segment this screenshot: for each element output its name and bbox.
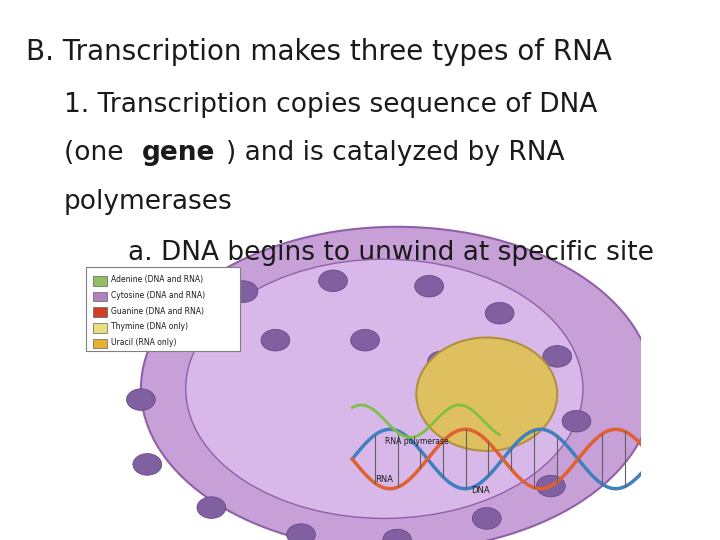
Ellipse shape [416, 338, 557, 451]
Ellipse shape [133, 454, 162, 475]
Ellipse shape [127, 389, 156, 410]
Text: B. Transcription makes three types of RNA: B. Transcription makes three types of RN… [26, 38, 611, 66]
Ellipse shape [287, 524, 315, 540]
Text: (one: (one [64, 140, 132, 166]
Ellipse shape [562, 410, 591, 432]
Text: Adenine (DNA and RNA): Adenine (DNA and RNA) [111, 275, 203, 284]
Text: ) and is catalyzed by RNA: ) and is catalyzed by RNA [226, 140, 564, 166]
Text: (one: (one [64, 140, 132, 166]
Text: polymerases: polymerases [64, 189, 233, 215]
Ellipse shape [261, 329, 290, 351]
Text: gene: gene [142, 140, 215, 166]
Ellipse shape [319, 270, 348, 292]
Text: Thymine (DNA only): Thymine (DNA only) [111, 322, 188, 331]
Text: 1. Transcription copies sequence of DNA: 1. Transcription copies sequence of DNA [64, 92, 598, 118]
Ellipse shape [536, 475, 565, 497]
Text: gene: gene [142, 140, 215, 166]
Text: RNA: RNA [375, 475, 393, 484]
Ellipse shape [428, 351, 456, 373]
Text: DNA: DNA [471, 486, 490, 495]
Ellipse shape [383, 529, 412, 540]
Ellipse shape [229, 281, 258, 302]
Text: (gene): (gene) [243, 289, 330, 315]
Ellipse shape [141, 227, 653, 540]
Text: RNA polymerase: RNA polymerase [384, 437, 448, 447]
Ellipse shape [165, 308, 194, 329]
Ellipse shape [186, 259, 583, 518]
Ellipse shape [485, 302, 514, 324]
Ellipse shape [351, 329, 379, 351]
Ellipse shape [415, 275, 444, 297]
FancyBboxPatch shape [86, 267, 240, 351]
FancyBboxPatch shape [93, 339, 107, 348]
Text: Uracil (RNA only): Uracil (RNA only) [111, 338, 176, 347]
FancyBboxPatch shape [93, 307, 107, 317]
Text: Guanine (DNA and RNA): Guanine (DNA and RNA) [111, 307, 204, 315]
FancyBboxPatch shape [93, 276, 107, 286]
FancyBboxPatch shape [93, 292, 107, 301]
FancyBboxPatch shape [93, 323, 107, 333]
Text: a. DNA begins to unwind at specific site: a. DNA begins to unwind at specific site [128, 240, 654, 266]
Ellipse shape [197, 497, 226, 518]
Ellipse shape [543, 346, 572, 367]
Ellipse shape [472, 508, 501, 529]
Text: Cytosine (DNA and RNA): Cytosine (DNA and RNA) [111, 291, 205, 300]
